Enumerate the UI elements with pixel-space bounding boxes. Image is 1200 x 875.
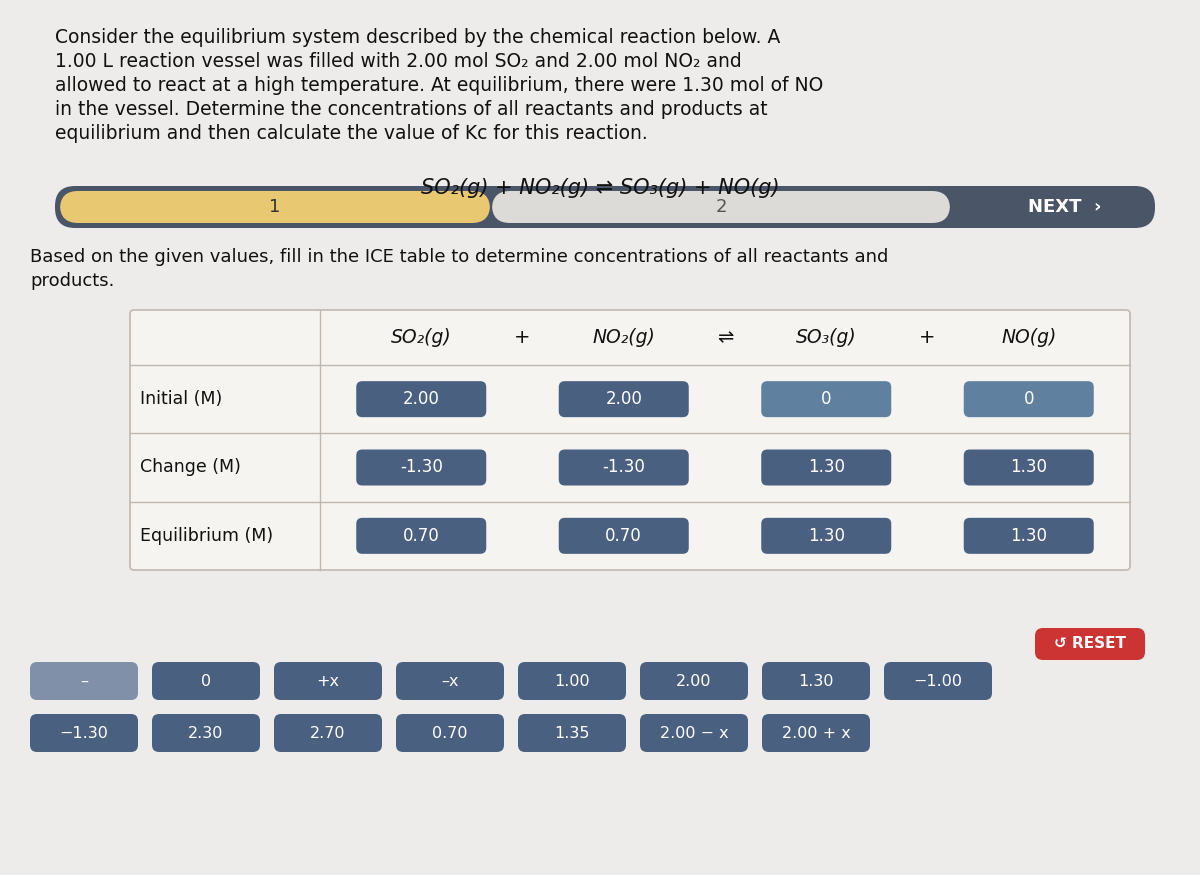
- Text: SO₂(g): SO₂(g): [391, 328, 451, 347]
- Text: –: –: [80, 674, 88, 689]
- Text: 1.30: 1.30: [1010, 458, 1048, 477]
- Text: +x: +x: [317, 674, 340, 689]
- Text: 2.00: 2.00: [605, 390, 642, 408]
- Text: +: +: [515, 328, 530, 347]
- Text: 1.30: 1.30: [798, 674, 834, 689]
- FancyBboxPatch shape: [518, 714, 626, 752]
- Text: 1.00 L reaction vessel was filled with 2.00 mol SO₂ and 2.00 mol NO₂ and: 1.00 L reaction vessel was filled with 2…: [55, 52, 742, 71]
- FancyBboxPatch shape: [30, 714, 138, 752]
- Text: in the vessel. Determine the concentrations of all reactants and products at: in the vessel. Determine the concentrati…: [55, 100, 768, 119]
- Text: Consider the equilibrium system described by the chemical reaction below. A: Consider the equilibrium system describe…: [55, 28, 780, 47]
- Text: 0: 0: [821, 390, 832, 408]
- FancyBboxPatch shape: [964, 518, 1093, 554]
- Text: 0: 0: [1024, 390, 1034, 408]
- Text: −1.30: −1.30: [60, 725, 108, 740]
- Text: NO₂(g): NO₂(g): [593, 328, 655, 347]
- Text: 0.70: 0.70: [403, 527, 439, 545]
- Text: 1.35: 1.35: [554, 725, 589, 740]
- FancyBboxPatch shape: [559, 450, 689, 486]
- Text: allowed to react at a high temperature. At equilibrium, there were 1.30 mol of N: allowed to react at a high temperature. …: [55, 76, 823, 95]
- FancyBboxPatch shape: [640, 662, 748, 700]
- FancyBboxPatch shape: [761, 450, 892, 486]
- Text: equilibrium and then calculate the value of Kc for this reaction.: equilibrium and then calculate the value…: [55, 124, 648, 143]
- FancyBboxPatch shape: [964, 382, 1093, 417]
- Text: Initial (M): Initial (M): [140, 390, 222, 408]
- Text: ↺ RESET: ↺ RESET: [1054, 636, 1126, 652]
- Text: 1.30: 1.30: [1010, 527, 1048, 545]
- FancyBboxPatch shape: [559, 518, 689, 554]
- FancyBboxPatch shape: [761, 518, 892, 554]
- FancyBboxPatch shape: [356, 518, 486, 554]
- FancyBboxPatch shape: [964, 450, 1093, 486]
- Text: Change (M): Change (M): [140, 458, 241, 477]
- Text: ⇌: ⇌: [716, 328, 733, 347]
- FancyBboxPatch shape: [761, 382, 892, 417]
- Text: 2.00 − x: 2.00 − x: [660, 725, 728, 740]
- Text: Based on the given values, fill in the ICE table to determine concentrations of : Based on the given values, fill in the I…: [30, 248, 888, 266]
- FancyBboxPatch shape: [1034, 628, 1145, 660]
- FancyBboxPatch shape: [130, 310, 1130, 570]
- FancyBboxPatch shape: [396, 714, 504, 752]
- FancyBboxPatch shape: [762, 714, 870, 752]
- Text: Equilibrium (M): Equilibrium (M): [140, 527, 274, 545]
- FancyBboxPatch shape: [884, 662, 992, 700]
- FancyBboxPatch shape: [492, 191, 950, 223]
- Text: 1.30: 1.30: [808, 458, 845, 477]
- Text: products.: products.: [30, 272, 114, 290]
- FancyBboxPatch shape: [396, 662, 504, 700]
- Text: 2.00: 2.00: [677, 674, 712, 689]
- Text: +: +: [919, 328, 936, 347]
- Text: –x: –x: [442, 674, 458, 689]
- Text: 2.70: 2.70: [311, 725, 346, 740]
- FancyBboxPatch shape: [559, 382, 689, 417]
- FancyBboxPatch shape: [640, 714, 748, 752]
- Text: 1.30: 1.30: [808, 527, 845, 545]
- Text: 0.70: 0.70: [432, 725, 468, 740]
- Text: 0: 0: [200, 674, 211, 689]
- FancyBboxPatch shape: [55, 186, 1154, 228]
- Text: SO₂(g) + NO₂(g) ⇌ SO₃(g) + NO(g): SO₂(g) + NO₂(g) ⇌ SO₃(g) + NO(g): [421, 178, 779, 198]
- Text: SO₃(g): SO₃(g): [796, 328, 857, 347]
- Text: −1.00: −1.00: [913, 674, 962, 689]
- FancyBboxPatch shape: [356, 450, 486, 486]
- Text: 2.30: 2.30: [188, 725, 223, 740]
- Text: 2: 2: [715, 198, 727, 216]
- FancyBboxPatch shape: [274, 662, 382, 700]
- Text: 0.70: 0.70: [605, 527, 642, 545]
- FancyBboxPatch shape: [518, 662, 626, 700]
- Text: 2.00: 2.00: [403, 390, 439, 408]
- Text: 1: 1: [269, 198, 281, 216]
- Text: NO(g): NO(g): [1001, 328, 1056, 347]
- Text: NEXT  ›: NEXT ›: [1028, 198, 1102, 216]
- FancyBboxPatch shape: [152, 662, 260, 700]
- FancyBboxPatch shape: [762, 662, 870, 700]
- Text: 2.00 + x: 2.00 + x: [781, 725, 851, 740]
- FancyBboxPatch shape: [274, 714, 382, 752]
- Text: 1.00: 1.00: [554, 674, 590, 689]
- FancyBboxPatch shape: [60, 191, 490, 223]
- FancyBboxPatch shape: [30, 662, 138, 700]
- Text: -1.30: -1.30: [602, 458, 646, 477]
- FancyBboxPatch shape: [152, 714, 260, 752]
- Text: -1.30: -1.30: [400, 458, 443, 477]
- FancyBboxPatch shape: [356, 382, 486, 417]
